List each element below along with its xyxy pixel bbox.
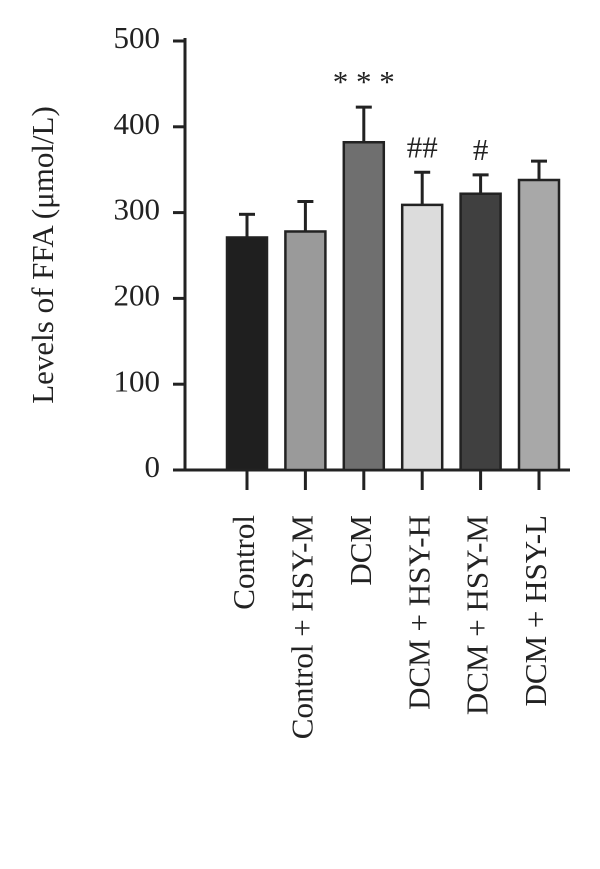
x-tick-label: Control	[226, 515, 261, 610]
significance-label: #	[473, 132, 489, 167]
significance-label: ##	[407, 129, 438, 164]
significance-label: * * *	[333, 64, 395, 99]
x-tick-label: DCM + HSY-M	[460, 515, 495, 715]
bar	[284, 230, 327, 472]
y-tick-label: 100	[114, 363, 161, 398]
y-tick-label: 300	[114, 192, 161, 227]
bar	[459, 192, 502, 472]
bar	[400, 203, 444, 472]
x-tick-label: Control + HSY-M	[285, 515, 320, 739]
y-tick-label: 500	[114, 20, 161, 55]
y-tick-label: 200	[114, 278, 161, 313]
x-tick-label: DCM + HSY-L	[518, 515, 553, 706]
y-tick-label: 0	[145, 449, 161, 484]
x-tick-label: DCM + HSY-H	[401, 515, 436, 710]
x-tick-label: DCM	[343, 515, 378, 586]
bar	[517, 178, 561, 472]
y-axis-label: Levels of FFA (μmol/L)	[25, 106, 60, 404]
bar	[225, 236, 269, 472]
y-tick-label: 400	[114, 106, 161, 141]
bar	[342, 140, 386, 472]
